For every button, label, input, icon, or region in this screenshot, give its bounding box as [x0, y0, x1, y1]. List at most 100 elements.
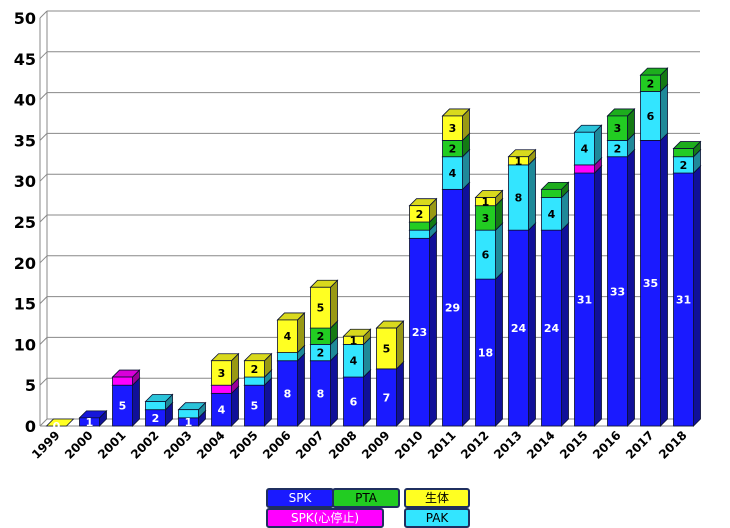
bar [409, 205, 430, 223]
x-tick-label: 2015 [557, 428, 591, 462]
legend: SPK PTA 生体 SPK(心停止) PAK [262, 486, 492, 528]
data-label: 24 [511, 322, 527, 335]
legend-item-living-donor: 生体 [404, 488, 470, 508]
bar [409, 229, 430, 239]
bar-side [462, 181, 470, 427]
gridline-slant [39, 255, 48, 264]
x-tick-label: 2001 [95, 428, 129, 462]
bar-side [297, 352, 305, 427]
data-label: 29 [445, 302, 460, 315]
y-tick-label: 10 [14, 335, 36, 354]
bars [45, 67, 702, 427]
legend-item-spk-cardiac-arrest: SPK(心停止) [266, 508, 384, 528]
data-label: 2 [680, 159, 688, 172]
y-tick-label: 30 [14, 172, 36, 191]
data-label: 31 [676, 294, 691, 307]
x-tick-label: 2009 [359, 428, 393, 462]
bar [211, 360, 232, 386]
bar [277, 319, 298, 353]
bar [343, 335, 364, 345]
data-label: 6 [647, 110, 655, 123]
x-tick-label: 2006 [260, 428, 294, 462]
x-tick-label: 2000 [62, 428, 96, 462]
y-tick-label: 40 [14, 91, 36, 110]
data-label: 2 [317, 347, 325, 360]
bar-side [396, 360, 404, 427]
data-label: 1 [482, 196, 490, 209]
y-tick-label: 0 [25, 417, 36, 436]
x-tick-label: 2004 [194, 428, 228, 462]
data-label: 2 [614, 143, 622, 156]
bar-side [363, 369, 371, 427]
data-label: 33 [610, 285, 625, 298]
x-tick-label: 2018 [656, 428, 690, 462]
bar [211, 384, 232, 394]
data-label: 2 [416, 208, 424, 221]
bar-side [627, 148, 635, 427]
data-label: 4 [449, 167, 457, 180]
bar [310, 286, 331, 329]
data-label: 1 [515, 155, 523, 168]
data-label: 35 [643, 277, 658, 290]
data-label: 31 [577, 294, 592, 307]
data-label: 18 [478, 347, 493, 360]
data-label: 0 [53, 420, 61, 433]
bar-side [528, 222, 536, 427]
y-tick-label: 25 [14, 213, 36, 232]
bar-side [132, 377, 140, 427]
x-tick-label: 2003 [161, 428, 195, 462]
bar-side [330, 352, 338, 427]
bar [508, 156, 529, 166]
x-tick-label: 2010 [392, 428, 426, 462]
bar [112, 376, 133, 386]
bar [178, 409, 199, 419]
data-label: 5 [119, 400, 127, 413]
data-label: 6 [482, 249, 490, 262]
bar-side [528, 156, 536, 232]
bar-side [660, 132, 668, 427]
bar [376, 327, 397, 370]
data-label: 6 [350, 396, 358, 409]
data-label: 8 [284, 387, 292, 400]
x-tick-label: 2013 [491, 428, 525, 462]
bar [574, 164, 595, 174]
x-tick-label: 2016 [590, 428, 624, 462]
data-label: 8 [515, 192, 523, 205]
data-label: 3 [218, 367, 226, 380]
legend-item-spk: SPK [266, 488, 334, 508]
y-tick-label: 50 [14, 9, 36, 28]
data-label: 2 [449, 143, 457, 156]
gridline-slant [39, 133, 48, 141]
bar [607, 115, 628, 141]
bar-side [693, 165, 701, 427]
gridline-slant [39, 51, 48, 60]
gridline-slant [39, 418, 48, 427]
bar [475, 197, 496, 207]
bar-side [264, 377, 272, 427]
y-tick-label: 15 [14, 295, 36, 314]
gridline-slant [39, 10, 48, 19]
data-label: 4 [548, 208, 556, 221]
x-tick-label: 2011 [425, 428, 459, 462]
x-tick-label: 2002 [128, 428, 162, 462]
bar [409, 221, 430, 231]
x-tick-label: 2005 [227, 428, 261, 462]
data-label: 2 [152, 412, 160, 425]
data-label: 7 [383, 391, 391, 404]
bar-side [495, 222, 503, 281]
data-label: 4 [350, 355, 358, 368]
data-label: 2 [317, 330, 325, 343]
y-tick-label: 35 [14, 131, 36, 150]
gridline-slant [39, 296, 48, 304]
bar-side [561, 222, 569, 427]
bar [640, 74, 661, 92]
data-label: 4 [284, 330, 292, 343]
gridline-slant [39, 377, 48, 386]
data-label: 4 [581, 143, 589, 156]
bar [574, 131, 595, 166]
bar [541, 188, 562, 198]
data-label: 24 [544, 322, 560, 335]
bar [442, 115, 463, 141]
bar-side [660, 83, 668, 142]
